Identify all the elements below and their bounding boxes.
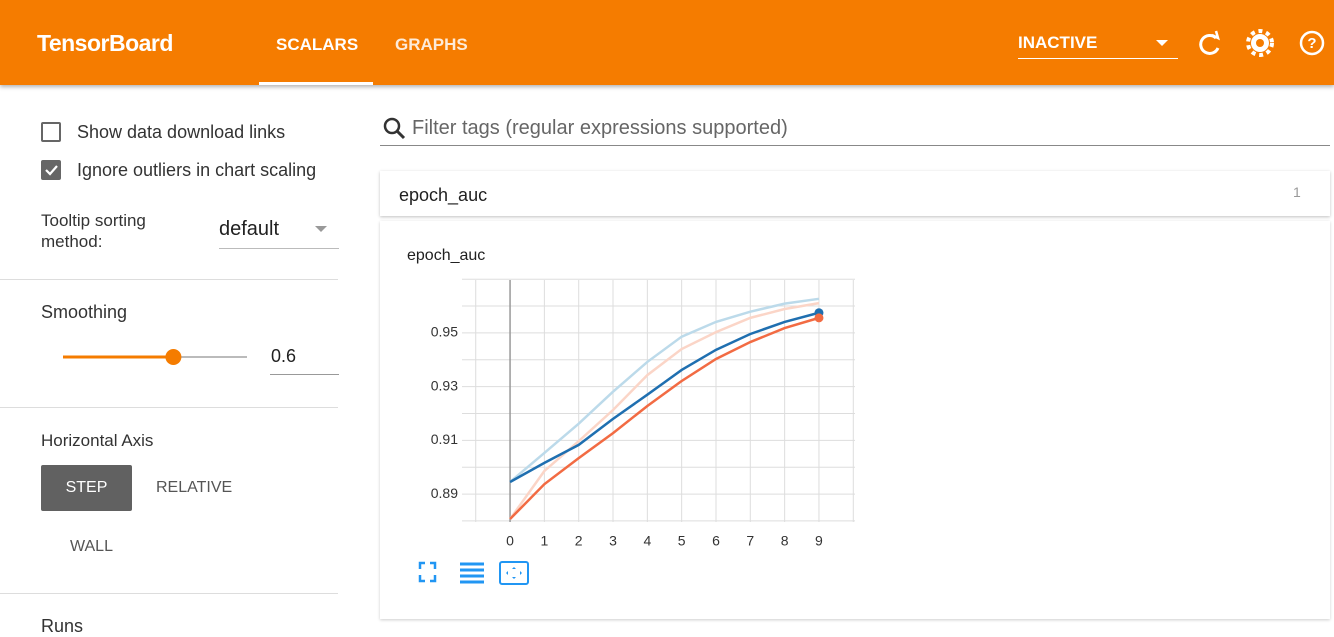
category-header[interactable]: epoch_auc 1	[380, 171, 1330, 216]
tooltip-select[interactable]: default	[219, 218, 280, 240]
x-tick-label: 2	[575, 533, 583, 549]
chart: 0.89 0.91 0.93 0.95 0 1 2 3 4 5 6 7 8 9	[431, 278, 855, 549]
tab[interactable]: GRAPHS	[395, 35, 468, 54]
dropdown-arrow	[315, 226, 327, 232]
x-tick-label: 5	[678, 533, 686, 549]
category-count: 1	[1293, 184, 1301, 200]
checkbox-checked[interactable]	[41, 160, 61, 180]
axis-button[interactable]: WALL	[70, 538, 113, 555]
app-bar: TensorBoard SCALARS GRAPHS INACTIVE ?	[0, 0, 1334, 85]
x-tick-label: 1	[540, 533, 548, 549]
x-tick-label: 7	[746, 533, 754, 549]
x-tick-label: 6	[712, 533, 720, 549]
chart-card	[380, 221, 1330, 619]
status-select[interactable]: INACTIVE	[1018, 33, 1098, 52]
y-tick-label: 0.89	[431, 485, 458, 501]
brand: TensorBoard	[37, 30, 173, 56]
x-tick-label: 9	[815, 533, 823, 549]
select-underline	[219, 248, 339, 249]
x-tick-label: 4	[643, 533, 651, 549]
axis-label: Horizontal Axis	[41, 431, 154, 450]
tab-indicator	[259, 82, 373, 85]
axis-button[interactable]: RELATIVE	[156, 479, 233, 496]
settings-icon[interactable]	[1246, 29, 1274, 57]
checkbox-label: Show data download links	[77, 122, 286, 142]
toggle-log-button[interactable]	[460, 562, 484, 584]
fit-domain-button[interactable]	[499, 561, 529, 585]
x-tick-label: 0	[506, 533, 514, 549]
series-line	[509, 316, 820, 520]
y-tick-label: 0.91	[431, 431, 458, 447]
chart-actions	[418, 561, 529, 585]
series-line	[509, 301, 820, 520]
checkbox[interactable]	[41, 122, 61, 142]
check-icon	[45, 165, 58, 176]
toolbar-icons: ?	[1156, 29, 1325, 57]
separator	[0, 279, 338, 280]
select-underline	[1018, 58, 1178, 59]
slider-thumb	[165, 349, 182, 365]
help-icon[interactable]: ?	[1299, 30, 1325, 56]
input-underline	[270, 374, 339, 375]
tab[interactable]: SCALARS	[276, 35, 359, 54]
category-title: epoch_auc	[399, 185, 488, 205]
slider[interactable]	[55, 345, 255, 369]
separator	[0, 407, 338, 408]
fullscreen-button[interactable]	[418, 561, 437, 583]
filter-input[interactable]: Filter tags (regular expressions support…	[412, 117, 788, 139]
smoothing-value[interactable]: 0.6	[271, 346, 297, 366]
y-tick-label: 0.95	[431, 324, 458, 340]
x-tick-label: 3	[609, 533, 617, 549]
x-tick-label: 8	[781, 533, 789, 549]
runs-label: Runs	[41, 616, 84, 636]
chart-title: epoch_auc	[407, 247, 486, 264]
separator	[0, 593, 338, 594]
svg-text:?: ?	[1307, 35, 1316, 52]
filter-underline	[380, 145, 1330, 146]
series-marker	[814, 313, 824, 323]
search-icon	[383, 117, 406, 140]
dropdown-arrow[interactable]	[1156, 40, 1168, 46]
y-tick-label: 0.93	[431, 377, 458, 393]
series-line	[509, 311, 820, 484]
refresh-icon[interactable]	[1199, 30, 1220, 55]
tooltip-label: Tooltip sorting method:	[41, 211, 146, 251]
checkbox-label: Ignore outliers in chart scaling	[77, 160, 317, 180]
smoothing-label: Smoothing	[41, 302, 128, 322]
axis-button-active[interactable]: STEP	[41, 465, 132, 511]
series-line	[509, 297, 820, 483]
